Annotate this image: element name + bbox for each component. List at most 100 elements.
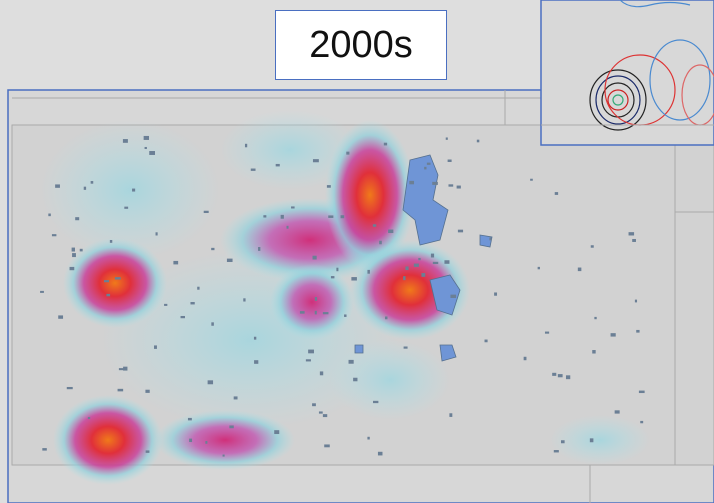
town (324, 444, 330, 448)
town (447, 159, 452, 162)
town (173, 260, 179, 265)
town (523, 356, 527, 361)
town (48, 213, 51, 217)
heat-spot (330, 340, 450, 420)
town (367, 436, 370, 440)
town (319, 371, 324, 376)
town (155, 232, 158, 236)
heat-spot (350, 240, 470, 340)
town (244, 143, 248, 148)
town (456, 185, 461, 189)
town (90, 181, 94, 184)
town (326, 185, 331, 188)
contour (649, 39, 711, 121)
heat-spot (270, 264, 354, 340)
heat-spots (53, 120, 470, 485)
town (149, 151, 156, 155)
town (312, 403, 316, 407)
town (318, 411, 323, 414)
town (457, 229, 464, 233)
town (449, 413, 453, 417)
town (233, 396, 238, 400)
town (145, 450, 150, 453)
town (75, 217, 80, 221)
town (328, 215, 334, 218)
town (432, 181, 438, 185)
town (109, 240, 113, 243)
town (530, 178, 533, 181)
town (143, 135, 150, 140)
town (83, 186, 87, 190)
town (426, 162, 431, 165)
town (40, 290, 44, 293)
town (145, 389, 150, 393)
town (72, 253, 76, 258)
town (346, 151, 350, 155)
towns (40, 135, 645, 457)
town (628, 232, 635, 236)
town (314, 310, 317, 315)
town (114, 277, 121, 280)
town (636, 329, 640, 333)
town (275, 163, 280, 167)
town (377, 451, 383, 456)
town (222, 454, 225, 457)
town (351, 277, 357, 281)
heat-spot (40, 120, 220, 260)
inset-map (540, 0, 714, 146)
town (476, 139, 480, 143)
town (180, 315, 185, 319)
town (154, 345, 157, 349)
town (430, 253, 435, 258)
town (205, 441, 208, 444)
urban-areas (354, 154, 493, 362)
town (286, 225, 289, 229)
town (444, 260, 450, 264)
town (58, 315, 64, 319)
town (592, 350, 596, 354)
town (190, 302, 195, 305)
urban-area (479, 234, 493, 248)
heat-spot (550, 415, 650, 465)
town (640, 420, 644, 424)
town (263, 215, 267, 218)
town (322, 414, 328, 418)
town (144, 146, 147, 150)
town (445, 137, 448, 140)
town (577, 267, 582, 272)
town (250, 168, 256, 171)
town (610, 333, 616, 337)
contour (612, 94, 624, 106)
town (344, 314, 347, 317)
contour (607, 89, 629, 111)
contour (595, 75, 641, 125)
town (207, 380, 214, 385)
town (489, 237, 492, 241)
town (254, 360, 259, 364)
town (322, 312, 329, 315)
town (211, 322, 214, 326)
town (253, 336, 257, 340)
town (565, 375, 571, 380)
town (55, 184, 60, 188)
town (314, 297, 318, 301)
town (132, 188, 136, 192)
heat-spot (53, 395, 163, 485)
town (164, 303, 168, 306)
town (274, 430, 280, 435)
town (187, 417, 192, 421)
town (421, 273, 426, 277)
town (384, 316, 388, 320)
town (409, 180, 415, 185)
town (638, 390, 645, 394)
town (413, 263, 419, 267)
town (554, 192, 559, 195)
town (243, 298, 246, 302)
town (367, 269, 370, 274)
contour (619, 0, 691, 8)
town (211, 247, 215, 251)
town (229, 425, 234, 429)
urban-area (429, 274, 461, 316)
town (312, 159, 319, 163)
